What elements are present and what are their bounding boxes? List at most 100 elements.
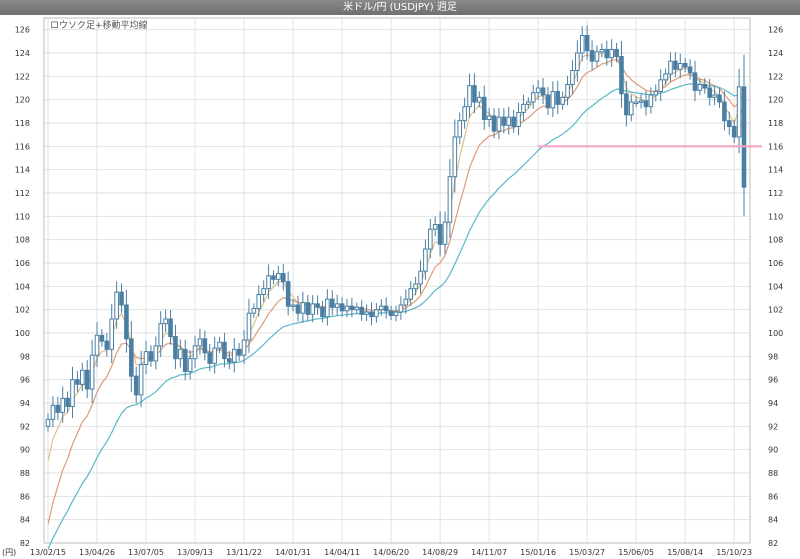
candle-body [731,126,737,138]
x-tick-label: 14/06/20 [373,548,409,557]
x-tick-label: 13/04/26 [79,548,115,557]
candle-body [633,101,639,104]
candle-body [148,351,154,362]
candle-body [168,318,173,337]
y-tick-label-right: 102 [768,306,783,315]
y-tick-label-right: 124 [768,49,783,58]
candle-body [604,49,610,59]
candle-body [84,369,90,390]
y-tick-label-right: 82 [768,539,778,548]
y-tick-label-left: 120 [15,96,30,105]
y-tick-label-right: 116 [768,142,783,151]
candle-body [114,291,119,320]
candle-body [271,275,276,280]
candle-body [707,87,712,98]
ma-short-line [47,52,745,462]
x-tick-label: 15/06/05 [618,548,654,557]
candle-body [75,379,80,385]
candle-body [447,176,453,223]
candle-body [550,91,556,109]
candle-body [570,70,575,85]
candle-body [261,288,266,295]
candle-body [442,221,448,245]
y-tick-label-left: 110 [15,212,30,221]
candle-body [329,298,335,308]
candle-body [178,348,183,360]
candle-body [153,345,159,362]
candle-body [535,87,541,94]
y-tick-label-right: 90 [768,446,778,455]
candle-body [575,52,580,71]
ma-mid-line [47,58,745,525]
candle-body [599,49,605,53]
candle-body [467,85,472,108]
candle-body [369,311,374,318]
candle-body [408,288,414,300]
chart-subtitle: ロウソク足+移動平均線 [50,19,148,31]
candle-body [673,60,678,70]
candle-body [437,224,443,245]
candle-body [526,101,531,105]
candle-body [315,303,320,308]
candle-body [501,116,507,126]
candle-body [290,304,296,307]
candle-body [555,91,561,105]
candle-body [60,397,66,413]
y-tick-label-left: 100 [15,329,30,338]
y-tick-label-right: 106 [768,259,783,268]
x-tick-label: 15/03/27 [569,548,605,557]
candle-body [491,115,497,132]
candle-body [295,304,301,314]
y-tick-label-right: 118 [768,119,783,128]
y-tick-label-right: 94 [768,399,778,408]
candle-body [143,351,149,365]
x-tick-label: 13/09/13 [177,548,213,557]
candlesticks [45,25,747,432]
candle-body [565,84,570,98]
x-tick-label: 13/11/22 [226,548,262,557]
y-tick-label-left: 92 [20,422,30,431]
candle-body [741,86,747,188]
candle-body [638,100,644,103]
candle-body [231,348,237,363]
x-tick-label: 14/08/29 [422,548,458,557]
candle-body [80,369,85,385]
candle-body [692,72,698,91]
candle-body [173,336,178,360]
candle-body [663,73,668,81]
x-tick-label: 15/01/16 [520,548,556,557]
y-tick-label-right: 108 [768,236,783,245]
y-tick-label-left: 122 [15,72,30,81]
candle-body [163,318,168,325]
candle-body [182,348,188,373]
candle-body [119,291,124,306]
candle-body [624,93,629,116]
candle-body [486,115,492,120]
candle-body [320,306,325,318]
candle-body [506,116,512,126]
candle-body [383,305,389,312]
candle-body [349,305,355,311]
candle-body [236,348,242,356]
y-tick-label-left: 118 [15,119,30,128]
candle-body [619,56,624,95]
y-tick-label-left: 126 [15,26,30,35]
y-tick-label-right: 92 [768,422,778,431]
candle-body [452,136,458,178]
y-tick-label-right: 86 [768,492,778,501]
y-tick-label-left: 124 [15,49,30,58]
candle-body [540,87,546,96]
candle-body [359,306,364,315]
candle-body [521,103,526,114]
x-tick-label: 14/04/11 [324,548,360,557]
candle-body [413,283,418,290]
candle-body [702,84,708,89]
candle-body [364,311,369,315]
candle-body [55,404,61,413]
candle-body [712,94,717,98]
candle-body [722,101,727,122]
y-tick-label-left: 106 [15,259,30,268]
y-unit-label: (円) [2,548,16,557]
candle-body [717,94,722,103]
